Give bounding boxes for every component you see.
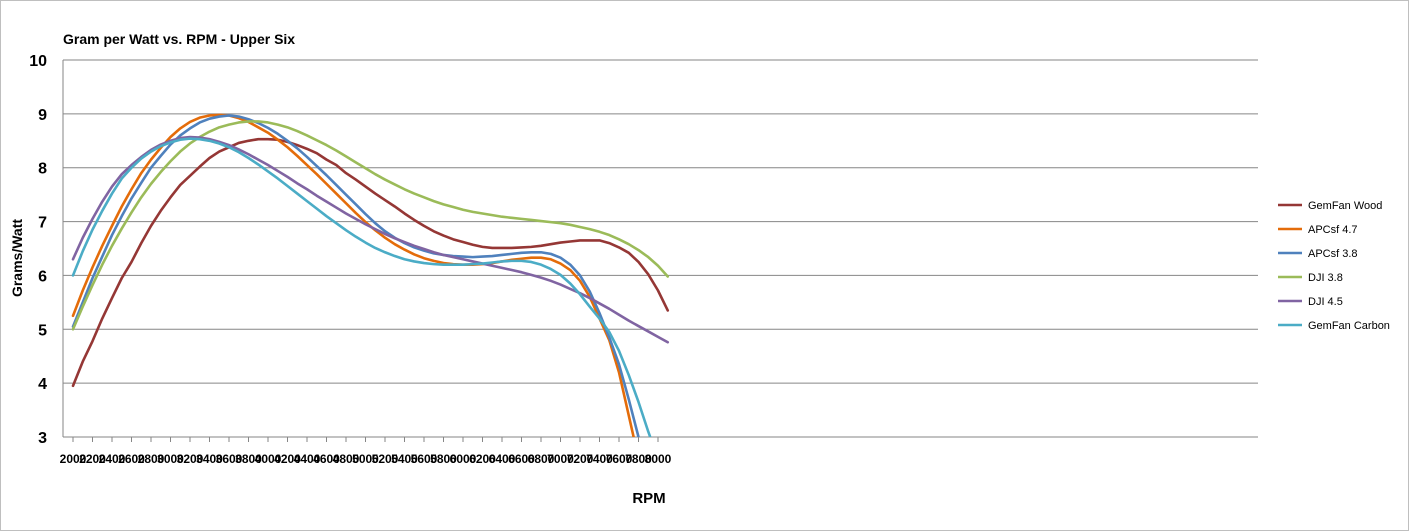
x-tick-label: 5000 xyxy=(352,452,379,466)
series-line-1 xyxy=(71,113,635,437)
series-line-5 xyxy=(71,137,652,437)
x-tick-label: 5400 xyxy=(391,452,418,466)
x-tick-label: 8000 xyxy=(645,452,672,466)
chart-title: Gram per Watt vs. RPM - Upper Six xyxy=(63,31,295,47)
legend-label: GemFan Wood xyxy=(1308,200,1382,212)
x-tick-label: 6000 xyxy=(450,452,477,466)
x-tick-label: 7400 xyxy=(586,452,613,466)
x-tick-label: 6600 xyxy=(508,452,535,466)
x-tick-label: 2400 xyxy=(99,452,126,466)
legend-label: DJI 4.5 xyxy=(1308,296,1343,308)
y-tick-label: 5 xyxy=(38,322,47,339)
x-tick-label: 3600 xyxy=(216,452,243,466)
x-axis-label: RPM xyxy=(632,490,665,507)
series-line-3 xyxy=(71,120,670,331)
x-tick-label: 2000 xyxy=(60,452,87,466)
x-tick-label: 3800 xyxy=(235,452,262,466)
series-lines xyxy=(71,113,670,437)
legend-label: APCsf 3.8 xyxy=(1308,248,1358,260)
series-line-4 xyxy=(71,135,670,344)
y-axis-label: Grams/Watt xyxy=(9,219,25,297)
y-tick-label: 6 xyxy=(38,268,47,285)
x-tick-label: 6800 xyxy=(528,452,555,466)
x-tick-label: 7200 xyxy=(567,452,594,466)
legend: GemFan Wood APCsf 4.7 APCsf 3.8 DJI 3.8 DJI … xyxy=(1278,200,1390,332)
x-tick-label: 7600 xyxy=(606,452,633,466)
x-tick-label: 2200 xyxy=(79,452,106,466)
x-tick-label: 5600 xyxy=(411,452,438,466)
x-tick-label: 3400 xyxy=(196,452,223,466)
x-tick-label: 4600 xyxy=(313,452,340,466)
y-tick-label: 9 xyxy=(38,107,47,124)
x-tick-label: 7800 xyxy=(625,452,652,466)
y-tick-label: 4 xyxy=(38,376,47,393)
x-tick-label: 5200 xyxy=(372,452,399,466)
x-tick-label: 6400 xyxy=(489,452,516,466)
x-tick-label: 3000 xyxy=(157,452,184,466)
x-tick-label: 5800 xyxy=(430,452,457,466)
x-tick-label: 4200 xyxy=(274,452,301,466)
x-tick-labels: 2000220024002600280030003200340036003800… xyxy=(60,452,672,466)
x-tick-label: 4400 xyxy=(294,452,321,466)
x-tick-label: 4000 xyxy=(255,452,282,466)
y-tick-label: 10 xyxy=(29,53,47,70)
x-tick-label: 2800 xyxy=(138,452,165,466)
x-tick-label: 4800 xyxy=(333,452,360,466)
y-tick-label: 3 xyxy=(38,430,47,447)
series-line-0 xyxy=(71,137,670,388)
x-tick-label: 2600 xyxy=(118,452,145,466)
x-tick-label: 3200 xyxy=(177,452,204,466)
legend-label: DJI 3.8 xyxy=(1308,272,1343,284)
y-tick-label: 8 xyxy=(38,161,47,178)
x-tick-label: 7000 xyxy=(547,452,574,466)
legend-label: APCsf 4.7 xyxy=(1308,224,1358,236)
legend-label: GemFan Carbon xyxy=(1308,320,1390,332)
series-line-2 xyxy=(71,114,640,437)
axes xyxy=(62,60,1258,442)
x-tick-label: 6200 xyxy=(469,452,496,466)
y-tick-label: 7 xyxy=(38,215,47,232)
y-tick-labels: 3 4 5 6 7 8 9 10 xyxy=(29,53,47,447)
